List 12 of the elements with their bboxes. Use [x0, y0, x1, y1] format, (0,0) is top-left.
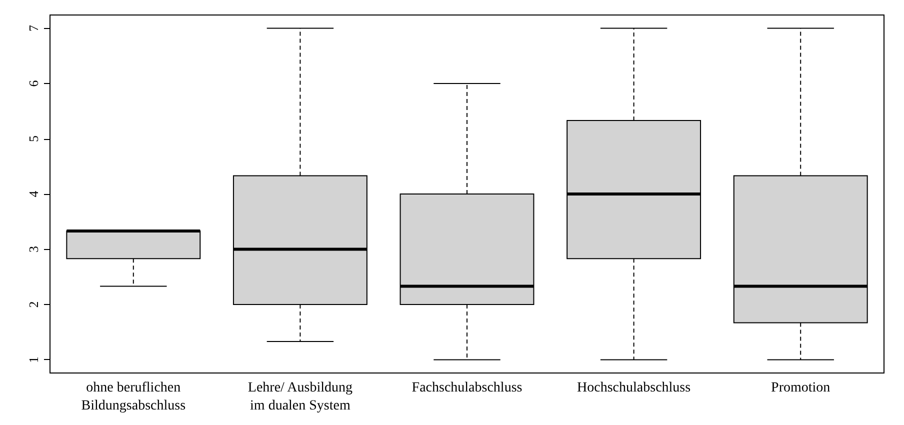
y-tick-label: 7 — [26, 24, 41, 32]
y-tick-label: 1 — [26, 356, 41, 363]
x-tick-label: Fachschulabschluss — [412, 380, 522, 396]
x-tick-label: Promotion — [771, 380, 830, 396]
y-tick-label: 6 — [26, 80, 41, 87]
y-tick-label: 3 — [26, 246, 41, 252]
y-tick-label: 2 — [26, 301, 41, 308]
x-tick-label: ohne beruflichen Bildungsabschluss — [81, 380, 186, 414]
x-tick-label: Lehre/ Ausbildung im dualen System — [248, 380, 353, 414]
y-tick-label: 4 — [26, 190, 41, 198]
x-tick-label: Hochschulabschluss — [577, 380, 691, 396]
y-tick-label: 5 — [26, 136, 41, 142]
